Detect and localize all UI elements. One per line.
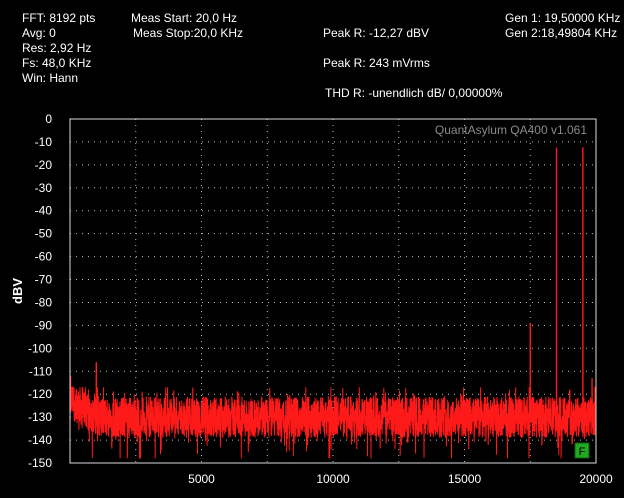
y-tick-label-5: -50 bbox=[35, 227, 53, 241]
y-tick-labels: 0 -10 -20 -30 -40 -50 -60 -70 -80 -90 -100 -110 -120… bbox=[28, 112, 52, 470]
spectrum-trace bbox=[69, 386, 597, 459]
y-tick-label-6: -60 bbox=[35, 250, 53, 264]
x-tick-label-0: 5000 bbox=[188, 472, 215, 486]
averages-label: Avg: 0 bbox=[22, 26, 56, 40]
gen1-label: Gen 1: 19,50000 KHz bbox=[505, 11, 621, 25]
x-tick-labels: 5000 10000 15000 20000 bbox=[188, 472, 613, 486]
y-tick-label-15: -150 bbox=[28, 456, 52, 470]
y-tick-label-11: -110 bbox=[29, 364, 52, 378]
peak-mvrms-label: Peak R: 243 mVrms bbox=[323, 56, 430, 70]
f-marker-button[interactable]: F bbox=[574, 442, 590, 459]
x-tick-label-3: 20000 bbox=[579, 472, 613, 486]
f-marker-label: F bbox=[579, 446, 586, 458]
gen2-label: Gen 2:18,49804 KHz bbox=[505, 26, 618, 40]
y-tick-label-13: -130 bbox=[28, 410, 52, 424]
y-tick-label-9: -90 bbox=[35, 318, 53, 332]
sample-rate-label: Fs: 48,0 KHz bbox=[22, 56, 92, 70]
y-tick-label-10: -100 bbox=[28, 341, 52, 355]
thd-label: THD R: -unendlich dB/ 0,00000% bbox=[325, 86, 503, 100]
meas-stop-label: Meas Stop:20,0 KHz bbox=[133, 26, 244, 40]
y-axis-label: dBV bbox=[10, 278, 25, 304]
y-tick-label-2: -20 bbox=[35, 158, 53, 172]
spectrum-peaks bbox=[69, 147, 593, 413]
resolution-label: Res: 2,92 Hz bbox=[22, 41, 92, 55]
fft-points-label: FFT: 8192 pts bbox=[22, 11, 96, 25]
y-tick-label-8: -80 bbox=[35, 295, 53, 309]
y-tick-label-14: -140 bbox=[28, 433, 52, 447]
watermark: QuantAsylum QA400 v1.061 bbox=[435, 123, 587, 137]
f-marker-box bbox=[574, 442, 590, 459]
y-tick-label-1: -10 bbox=[35, 135, 53, 149]
x-tick-label-1: 10000 bbox=[316, 472, 350, 486]
peak-dbv-label: Peak R: -12,27 dBV bbox=[323, 26, 430, 40]
y-tick-label-7: -70 bbox=[35, 273, 53, 287]
y-tick-label-4: -40 bbox=[35, 204, 53, 218]
noise-floor-line bbox=[69, 386, 597, 459]
plot-frame bbox=[69, 118, 597, 464]
x-tick-label-2: 15000 bbox=[448, 472, 482, 486]
window-label: Win: Hann bbox=[22, 71, 79, 85]
meas-start-label: Meas Start: 20,0 Hz bbox=[131, 11, 238, 25]
y-tick-label-0: 0 bbox=[45, 112, 52, 126]
y-tick-label-3: -30 bbox=[35, 181, 53, 195]
y-tick-label-12: -120 bbox=[28, 387, 52, 401]
